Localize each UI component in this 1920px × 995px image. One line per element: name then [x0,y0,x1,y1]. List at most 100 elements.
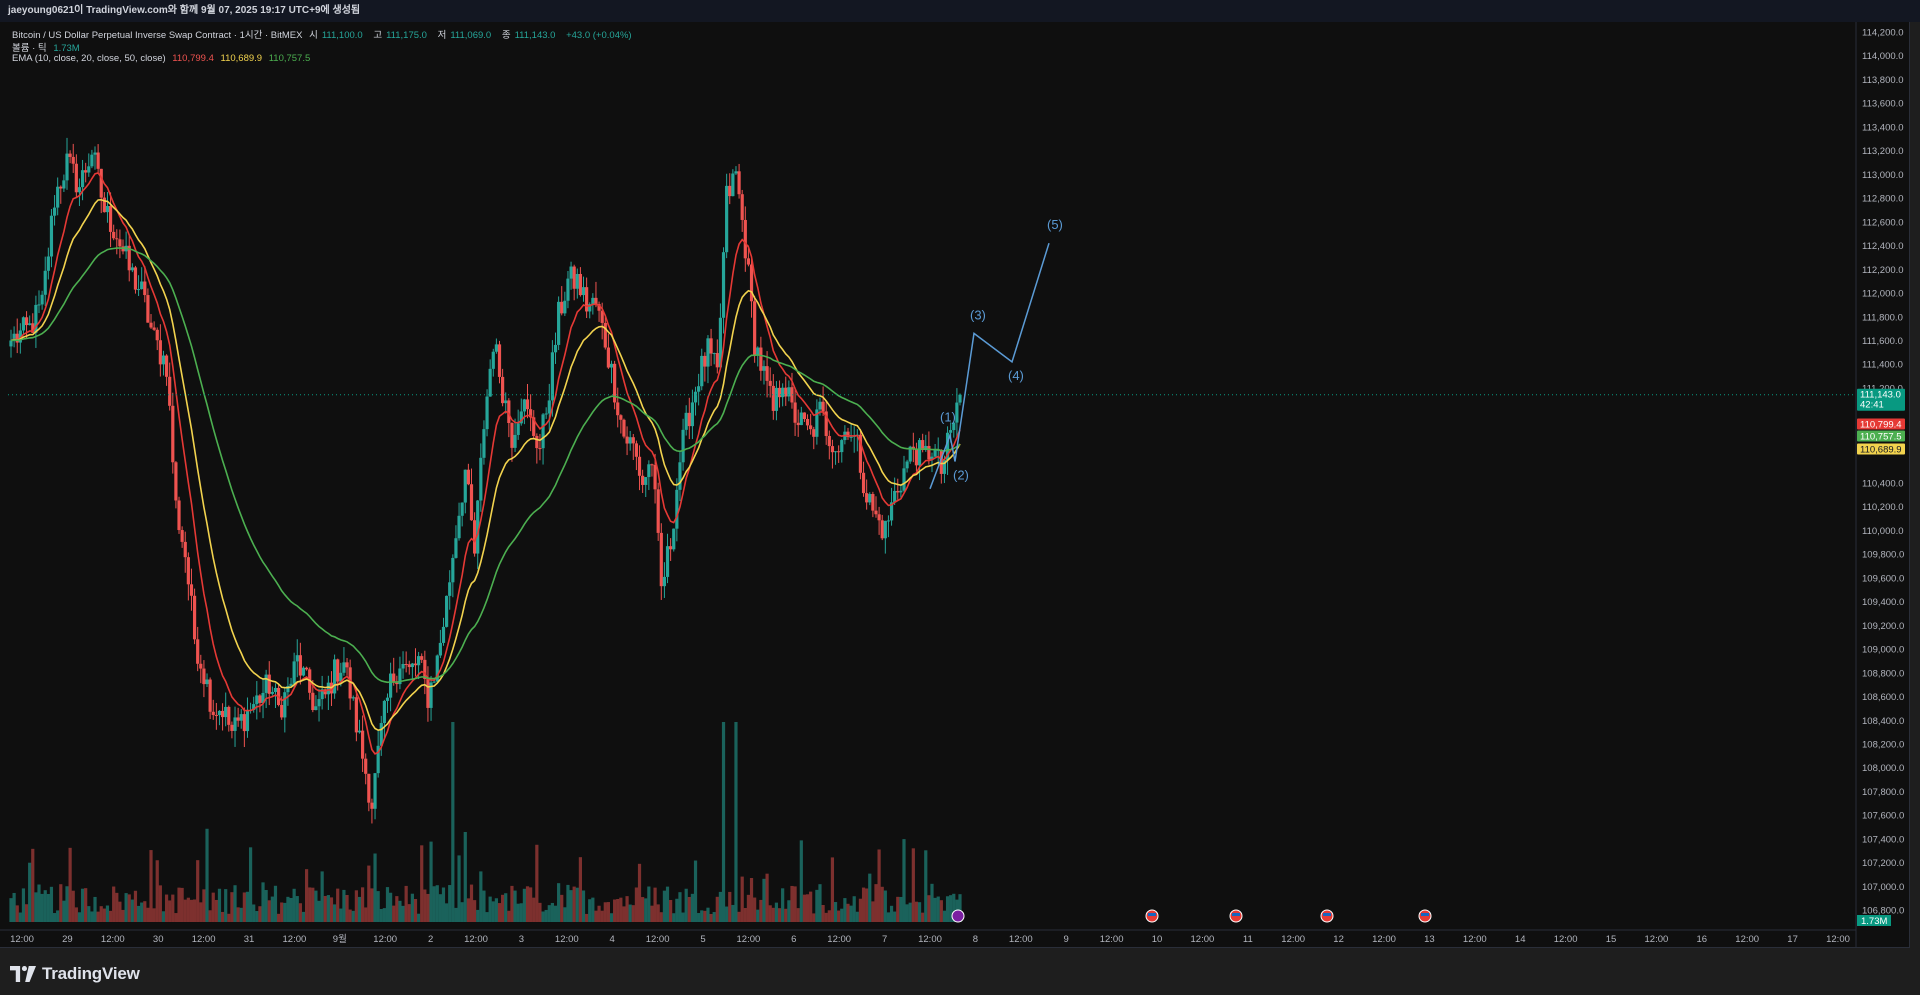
candle-body [392,673,396,683]
volume-value: 1.73M [53,43,80,54]
candle-body [37,304,41,306]
candle-body [351,697,355,699]
candle-body [622,419,626,437]
volume-bar [768,905,772,922]
candle-body [401,663,405,669]
price-tick-label: 109,400.0 [1862,597,1904,608]
chart-area[interactable]: (1) (2) (3) (4) (5) 114,200.0 114,000.0 113,800… [0,22,1910,948]
candle-body [180,530,184,542]
wave-label-3: (3) [970,307,986,322]
volume-bar [43,890,47,922]
candle-body [264,674,268,693]
candle-body [410,663,414,668]
candle-body [105,206,110,213]
flag-stripe-icon [1148,913,1156,916]
candle-body [311,692,315,711]
candle-body [709,338,713,354]
candle-body [357,730,362,733]
volume-bar [597,905,601,922]
volume-bar [183,899,187,922]
candle-body [314,706,318,711]
volume-bar [880,886,884,922]
volume-bar [28,862,32,922]
candle-body [575,273,579,289]
volume-bar [737,911,741,922]
candle-body [501,376,505,404]
volume-bar [239,907,243,922]
volume-bar [311,887,315,922]
volume-bar [90,911,94,922]
ema20-value: 110,689.9 [220,53,263,64]
candle-body [858,434,863,473]
elliott-wave-path[interactable] [929,242,1050,490]
volume-bar [441,887,446,922]
volume-bar [304,869,309,922]
volume-bar [563,907,567,922]
volume-bar [656,904,660,922]
volume-bar [575,887,579,922]
volume-bar [236,907,240,922]
candle-body [413,663,418,666]
volume-bar [161,911,166,922]
volume-bar [494,898,498,922]
candle-body [690,402,695,427]
candle-body [84,170,88,173]
volume-bar [476,909,480,922]
candle-body [9,340,13,347]
footer: TradingView [0,948,1920,995]
candle-body [877,514,881,521]
candle-body [591,297,595,305]
tradingview-logo[interactable]: TradingView [10,964,140,984]
candle-body [712,353,716,355]
volume-bar [609,913,614,922]
wave-label-4: (4) [1008,368,1024,383]
volume-bar [31,848,35,922]
volume-bar [248,847,253,922]
dividend-event-icon[interactable] [951,909,965,923]
volume-bar [569,890,573,922]
candle-body [49,215,54,257]
volume-bar [945,896,950,922]
candle-body [924,445,928,451]
flag-stripe-icon [1421,913,1429,916]
time-tick-label: 11 [1243,934,1253,945]
volume-bar [56,910,60,922]
candle-body [460,502,464,516]
candle-body [345,662,349,668]
volume-bar [644,898,648,922]
price-tick-label: 112,600.0 [1862,217,1904,228]
price-tick-label: 108,400.0 [1862,716,1904,727]
volume-bar [619,897,623,922]
candle-body [454,538,458,558]
price-chart[interactable]: (1) (2) (3) (4) (5) 114,200.0 114,000.0 113,800… [0,22,1909,947]
volume-bar [809,891,813,922]
change-value: +43.0 (+0.04%) [566,30,632,41]
ema20-line [10,198,961,732]
volume-bar [102,908,106,922]
volume-bar [199,902,203,922]
candle-body [155,329,159,341]
candle-body [532,417,536,436]
volume-bar [566,884,570,922]
candle-body [550,352,554,401]
candle-body [619,415,623,420]
volume-bar [295,896,299,922]
candle-body [544,413,548,415]
volume-bar [451,722,455,922]
candle-body [12,333,16,341]
candle-body [840,440,844,453]
time-tick-label: 15 [1606,934,1617,945]
volume-bar [728,891,732,922]
candle-body [196,639,200,664]
candle-body [56,186,60,208]
volume-bar [136,905,141,922]
candle-body [199,663,203,669]
candle-body [448,582,452,596]
volume-legend: 볼륨 · 틱 1.73M [12,40,84,54]
price-axis[interactable] [1856,22,1909,947]
volume-bar [202,889,206,922]
time-tick-label: 12:00 [827,934,851,945]
volume-bar [93,896,97,922]
volume-bar [121,909,125,922]
candle-body [933,449,937,457]
